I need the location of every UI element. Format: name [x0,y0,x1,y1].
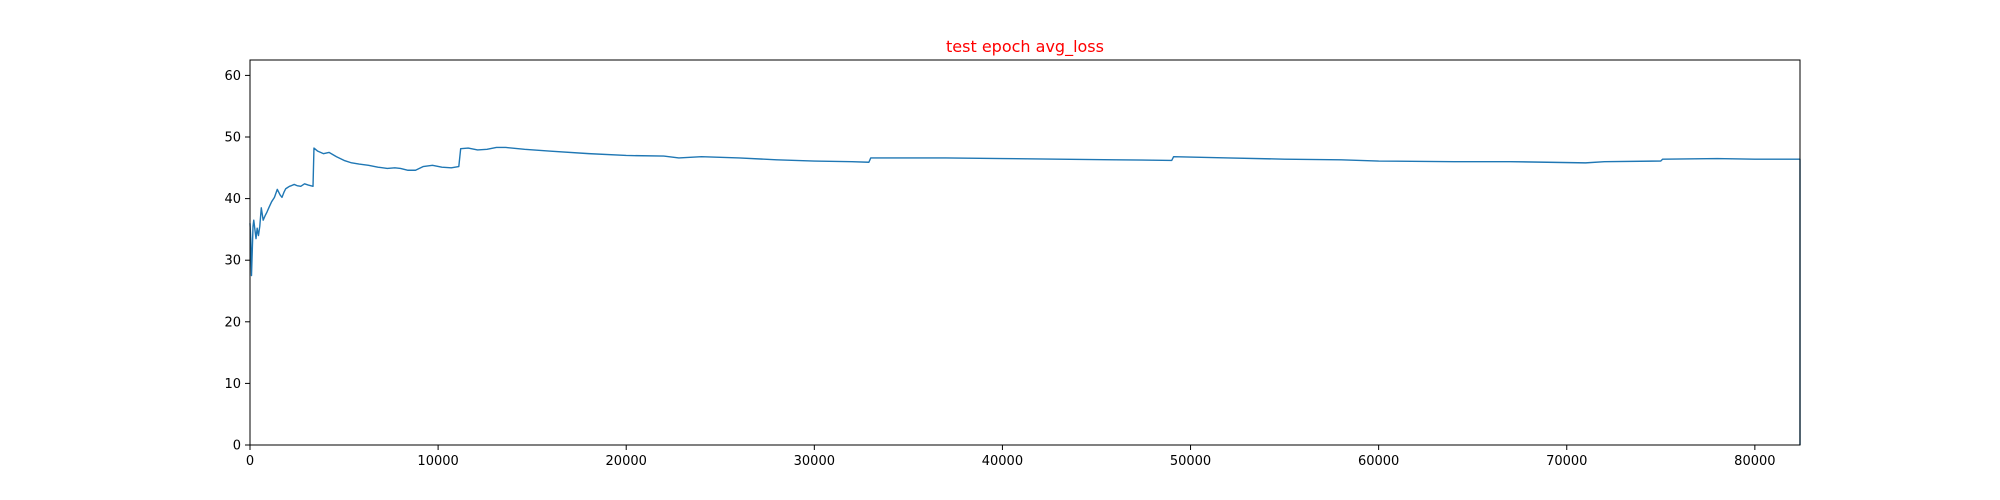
y-tick-label: 20 [224,315,241,330]
y-axis-ticks: 0 10 20 30 40 50 60 [224,69,250,454]
x-tick-label: 60000 [1358,454,1399,469]
x-tick-label: 80000 [1734,454,1775,469]
y-tick-label: 60 [224,69,241,84]
y-tick-label: 50 [224,131,241,146]
loss-series-line [249,146,1801,445]
y-tick-label: 30 [224,254,241,269]
y-tick-label: 10 [224,377,241,392]
y-tick-label: 40 [224,192,241,207]
x-tick-label: 40000 [982,454,1023,469]
x-tick-label: 50000 [1170,454,1211,469]
x-tick-label: 30000 [794,454,835,469]
x-tick-label: 0 [246,454,254,469]
chart-title: test epoch avg_loss [946,37,1104,57]
y-tick-label: 0 [233,439,241,454]
x-tick-label: 70000 [1546,454,1587,469]
x-axis-ticks: 0 10000 20000 30000 40000 50000 60000 70000 8000… [246,445,1776,469]
x-tick-label: 20000 [606,454,647,469]
x-tick-label: 10000 [417,454,458,469]
plot-area [249,146,1801,445]
axes-frame [249,59,1801,446]
